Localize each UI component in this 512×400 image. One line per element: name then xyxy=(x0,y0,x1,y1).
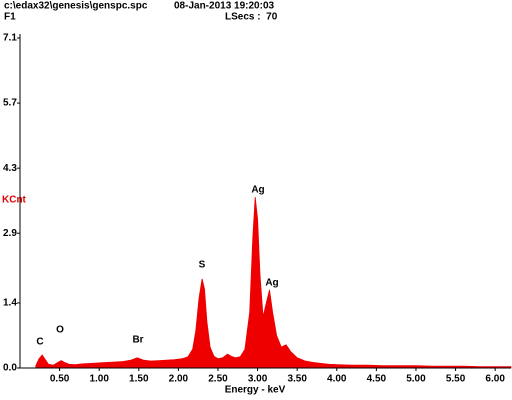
y-axis-label: KCnt xyxy=(2,195,27,206)
x-axis-label: Energy - keV xyxy=(225,385,286,396)
peak-label: C xyxy=(36,337,43,348)
peak-label: Ag xyxy=(251,185,264,196)
x-tick-label: 3.50 xyxy=(287,374,307,385)
x-tick-label: 2.50 xyxy=(208,374,228,385)
x-tick-label: 3.00 xyxy=(248,374,268,385)
peak-label: Ag xyxy=(265,278,278,289)
peak-label: O xyxy=(56,325,64,336)
x-tick-label: 1.50 xyxy=(129,374,149,385)
peak-label: S xyxy=(199,260,206,271)
y-tick-label: 2.9 xyxy=(3,228,17,239)
x-tick-label: 6.00 xyxy=(485,374,505,385)
date: 08-Jan-2013 19:20:03 xyxy=(174,1,275,12)
live-seconds: LSecs : 70 xyxy=(225,12,278,23)
file-path: c:\edax32\genesis\genspc.spc xyxy=(4,1,148,12)
x-tick-label: 0.50 xyxy=(50,374,70,385)
peak-label: Br xyxy=(132,335,143,346)
y-tick-label: 5.7 xyxy=(3,98,17,109)
spectrum xyxy=(35,196,512,369)
y-tick-label: 1.4 xyxy=(3,298,17,309)
x-tick-label: 4.50 xyxy=(367,374,387,385)
x-tick-label: 4.00 xyxy=(327,374,347,385)
x-tick-label: 5.50 xyxy=(446,374,466,385)
x-tick-label: 5.00 xyxy=(406,374,426,385)
x-tick-label: 1.00 xyxy=(89,374,109,385)
y-tick-label: 0.0 xyxy=(3,363,17,374)
panel-label: F1 xyxy=(4,12,16,23)
y-tick-label: 7.1 xyxy=(3,33,17,44)
x-tick-label: 2.00 xyxy=(169,374,189,385)
y-tick-label: 4.3 xyxy=(3,163,17,174)
